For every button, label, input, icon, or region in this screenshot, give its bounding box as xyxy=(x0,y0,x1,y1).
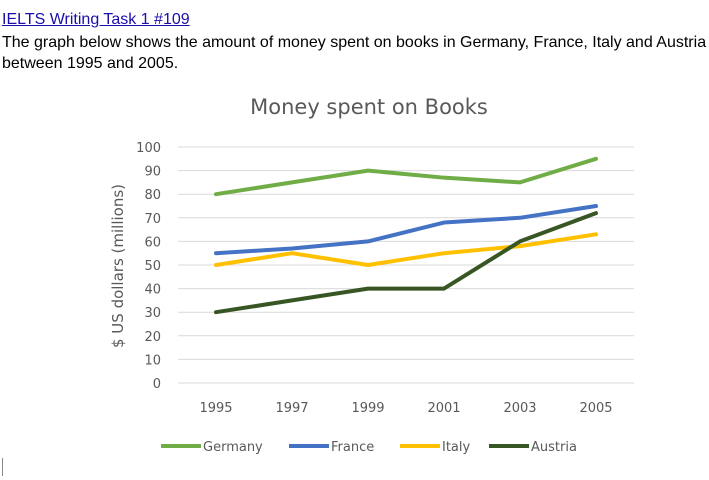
legend-label-germany: Germany xyxy=(203,440,263,455)
y-axis-ticks: 0 10 20 30 40 50 60 70 80 90 100 xyxy=(136,141,161,392)
series-line-italy xyxy=(214,232,598,267)
y-tick-label: 60 xyxy=(144,235,161,250)
legend-label-austria: Austria xyxy=(531,440,577,455)
legend: Germany France Italy Austria xyxy=(161,440,577,455)
series-line-austria xyxy=(214,211,598,315)
y-tick-label: 70 xyxy=(144,212,161,227)
x-tick-label: 1997 xyxy=(275,401,308,416)
x-tick-label: 1995 xyxy=(199,401,232,416)
x-tick-label: 2005 xyxy=(579,401,612,416)
gridlines xyxy=(178,146,634,384)
y-tick-label: 100 xyxy=(136,141,161,156)
y-axis-label: $ US dollars (millions) xyxy=(109,184,127,348)
y-tick-label: 80 xyxy=(144,188,161,203)
y-tick-label: 10 xyxy=(144,353,161,368)
legend-label-france: France xyxy=(331,440,374,455)
x-tick-label: 2001 xyxy=(427,401,460,416)
y-tick-label: 40 xyxy=(144,283,161,298)
y-tick-label: 90 xyxy=(144,165,161,180)
chart-title: Money spent on Books xyxy=(250,95,488,119)
series-line-germany xyxy=(214,156,598,197)
series-lines xyxy=(214,156,598,315)
legend-label-italy: Italy xyxy=(442,440,471,455)
y-tick-label: 0 xyxy=(153,377,161,392)
y-tick-label: 20 xyxy=(144,330,161,345)
y-tick-label: 30 xyxy=(144,306,161,321)
task-link[interactable]: IELTS Writing Task 1 #109 xyxy=(2,11,190,28)
x-tick-label: 1999 xyxy=(351,401,384,416)
task-description: The graph below shows the amount of mone… xyxy=(2,34,707,72)
y-tick-label: 50 xyxy=(144,259,161,274)
text-cursor xyxy=(2,458,3,476)
x-tick-label: 2003 xyxy=(503,401,536,416)
x-axis-ticks: 1995 1997 1999 2001 2003 2005 xyxy=(199,401,612,416)
series-line-france xyxy=(214,204,598,256)
